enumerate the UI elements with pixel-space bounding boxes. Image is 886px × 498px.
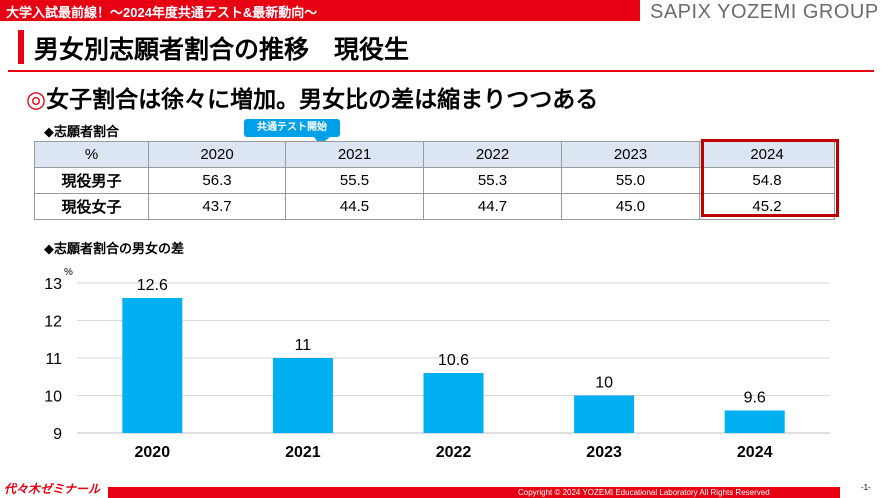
data-label: 12.6 [137, 277, 168, 294]
table-cell: 45.0 [561, 193, 700, 220]
y-unit-label: % [64, 267, 73, 278]
table-header-row: % 2020 2021 2022 2023 2024 [34, 141, 835, 168]
y-tick-label: 11 [45, 351, 62, 368]
banner-text: 大学入試最前線！～2024年度共通テスト&最新動向～ [6, 5, 318, 20]
page-number: -1- [861, 483, 871, 492]
data-label: 10 [595, 375, 613, 392]
table-row: 現役男子 56.3 55.5 55.3 55.0 54.8 [34, 167, 835, 194]
year-header: 2023 [561, 141, 700, 168]
y-tick-label: 13 [44, 276, 62, 293]
x-tick-label: 2022 [436, 444, 472, 461]
bar [122, 298, 183, 433]
table-cell: 44.7 [423, 193, 562, 220]
callout-common-test-start: 共通テスト開始 [244, 119, 340, 137]
table-row: 現役女子 43.7 44.5 44.7 45.0 45.2 [34, 193, 835, 220]
headline-text: 女子割合は徐々に増加。男女比の差は縮まりつつある [46, 86, 599, 112]
highlight-2024-box [701, 139, 839, 217]
bar [423, 373, 484, 433]
table-cell: 44.5 [285, 193, 424, 220]
unit-cell: % [34, 141, 149, 168]
data-label: 9.6 [744, 390, 766, 407]
y-tick-label: 12 [44, 314, 62, 331]
title-accent-bar [18, 30, 24, 64]
year-header: 2024 [699, 141, 835, 168]
data-label: 11 [295, 337, 312, 354]
title-divider [8, 70, 874, 72]
ratio-table: % 2020 2021 2022 2023 2024 現役男子 56.3 55.… [34, 141, 835, 220]
top-banner: 大学入試最前線！～2024年度共通テスト&最新動向～ [0, 0, 640, 21]
y-tick-label: 10 [44, 389, 62, 406]
headline: ◎女子割合は徐々に増加。男女比の差は縮まりつつある [26, 80, 598, 114]
row-label: 現役女子 [34, 193, 149, 220]
footer-bar [108, 487, 840, 498]
yozemi-logo: 代々木ゼミナール [4, 482, 101, 496]
x-tick-label: 2023 [586, 444, 622, 461]
table-cell: 43.7 [148, 193, 286, 220]
headline-bullet: ◎ [26, 86, 47, 112]
table-section-label: ◆志願者割合 [44, 124, 119, 139]
year-header: 2022 [423, 141, 562, 168]
table-cell: 56.3 [148, 167, 286, 194]
bar [724, 410, 785, 433]
bar [272, 358, 333, 433]
x-tick-label: 2020 [135, 444, 171, 461]
chart-section-label: ◆志願者割合の男女の差 [44, 241, 184, 256]
bar [574, 395, 635, 433]
x-tick-label: 2024 [737, 444, 773, 461]
x-tick-label: 2021 [285, 444, 321, 461]
data-label: 10.6 [438, 352, 469, 369]
copyright-text: Copyright © 2024 YOZEMI Educational Labo… [518, 488, 770, 497]
brand-logo: SAPIX YOZEMI GROUP [650, 1, 879, 23]
y-tick-label: 9 [53, 426, 62, 443]
slide-title: 男女別志願者割合の推移 現役生 [34, 36, 410, 64]
table-cell: 55.3 [423, 167, 562, 194]
